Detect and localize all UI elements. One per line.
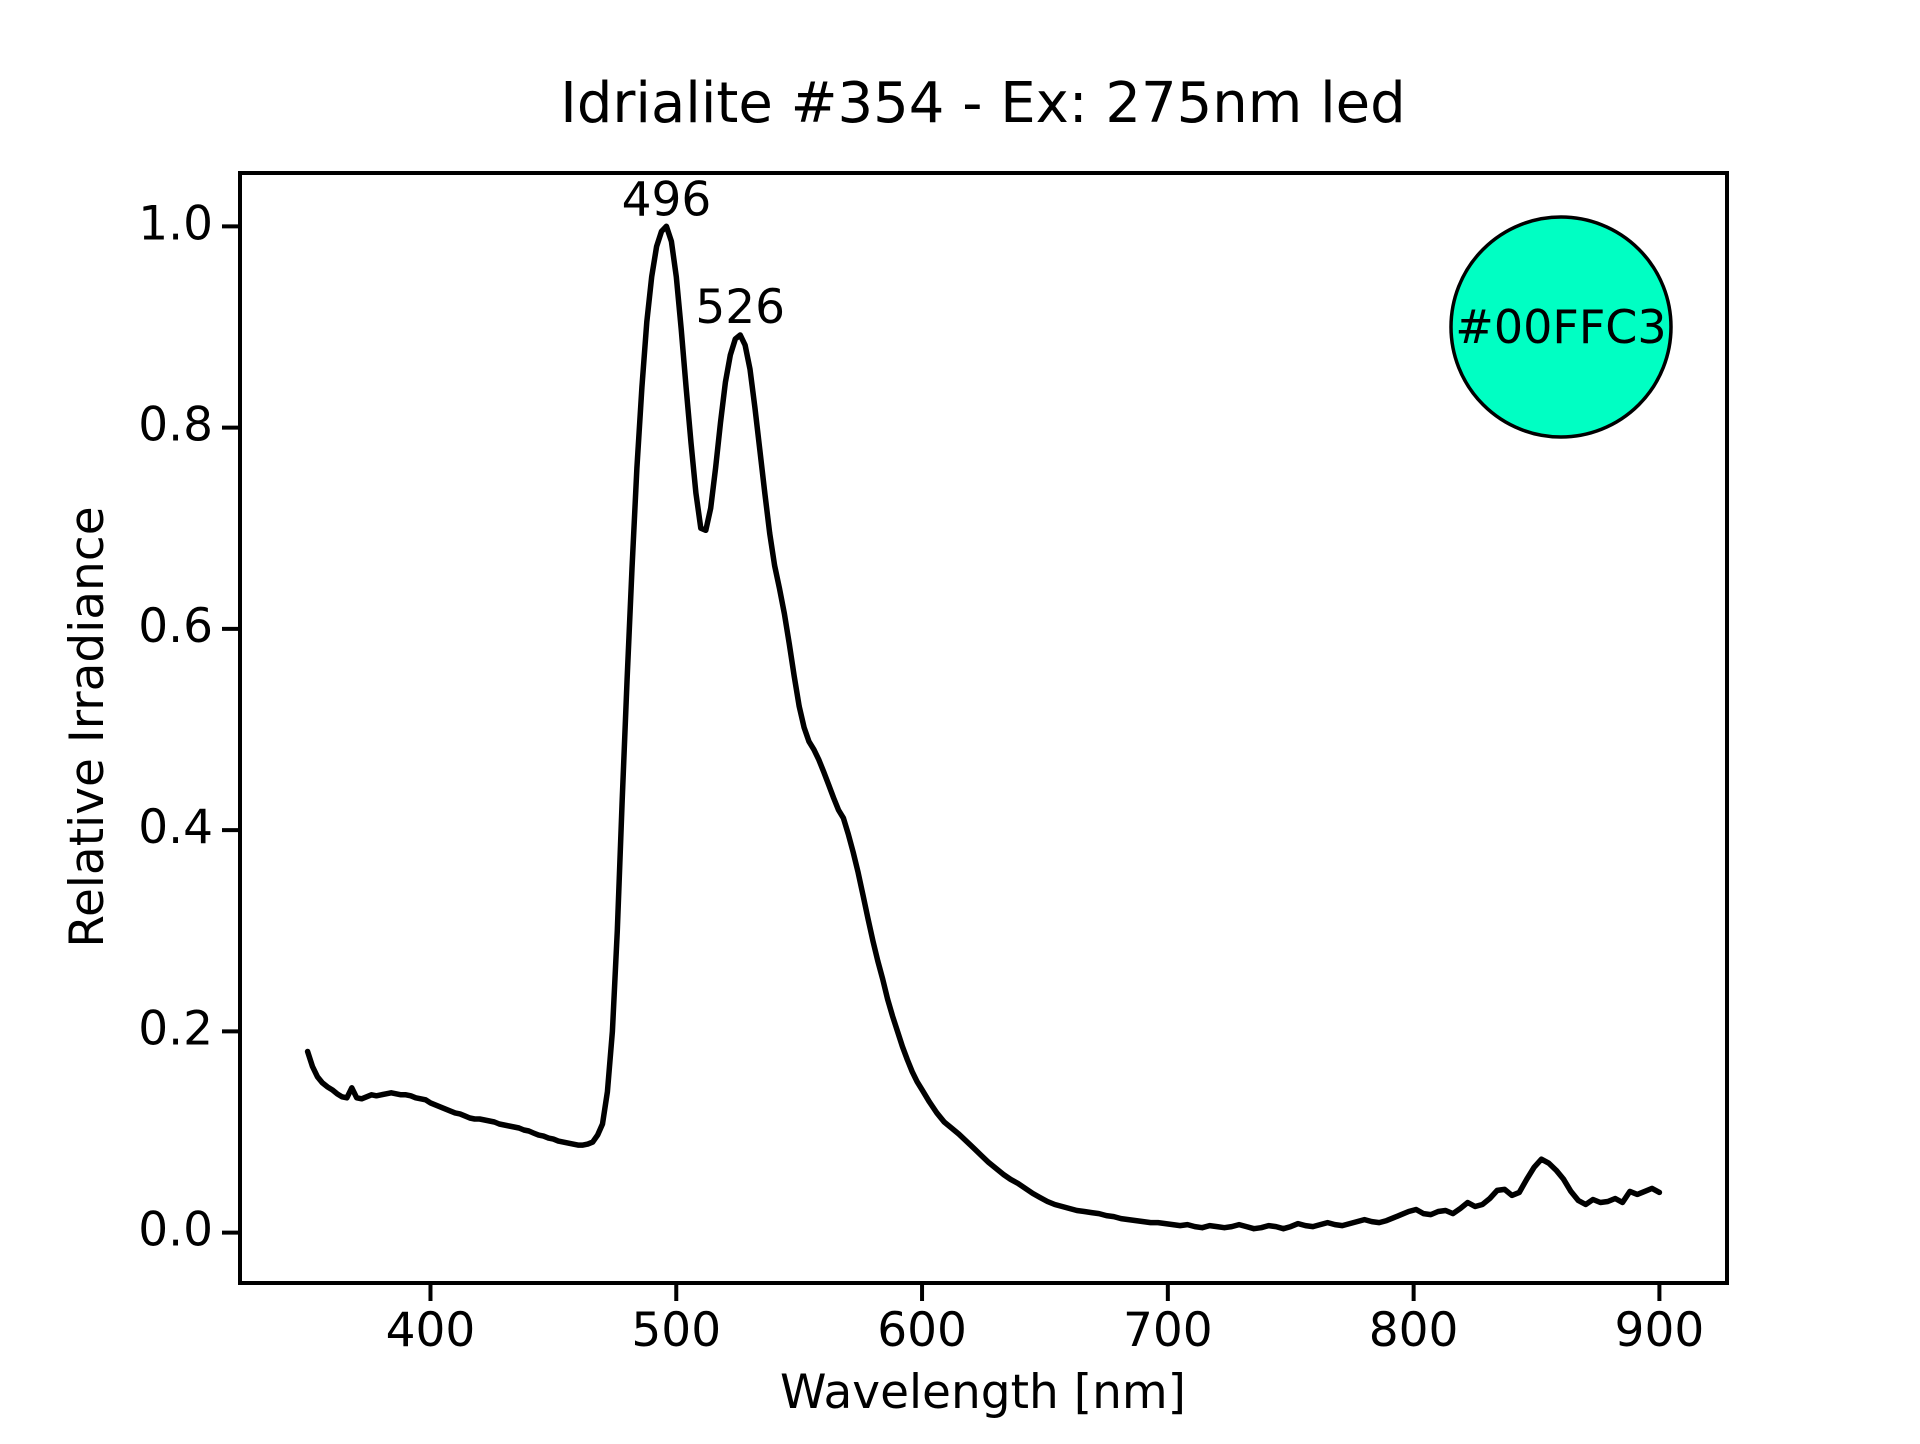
y-tick-label: 0.4 [138,800,213,855]
spectrum-curve-layer [304,223,1663,1232]
y-tick-label: 0.8 [138,398,213,453]
chart-title: Idrialite #354 - Ex: 275nm led [560,71,1405,136]
y-tick-label: 1.0 [138,196,213,251]
plot-frame [238,171,1729,1285]
y-tick-label: 0.0 [138,1203,213,1258]
color-swatch-circle [1449,215,1673,439]
y-tick-label: 0.6 [138,599,213,654]
peak-label: 526 [695,280,785,335]
peak-annotations: 496 526 [622,172,785,335]
x-tick-label: 600 [877,1303,967,1358]
x-tick-label: 800 [1369,1303,1459,1358]
x-tick-label: 400 [386,1303,476,1358]
x-tick-label: 900 [1615,1303,1705,1358]
y-axis-label: Relative Irradiance [60,506,115,947]
peak-label: 496 [622,172,712,227]
y-tick-label: 0.2 [138,1001,213,1056]
x-tick-label: 700 [1123,1303,1213,1358]
color-swatch-label: #00FFC3 [1455,300,1666,354]
x-axis-label: Wavelength [nm] [780,1365,1186,1420]
x-tick-label: 500 [631,1303,721,1358]
spectrum-line [304,223,1663,1232]
axis-ticks: 400 500 600 700 800 900 0.0 0.2 0.4 0.6 0.8 1.0 [138,196,1704,1358]
